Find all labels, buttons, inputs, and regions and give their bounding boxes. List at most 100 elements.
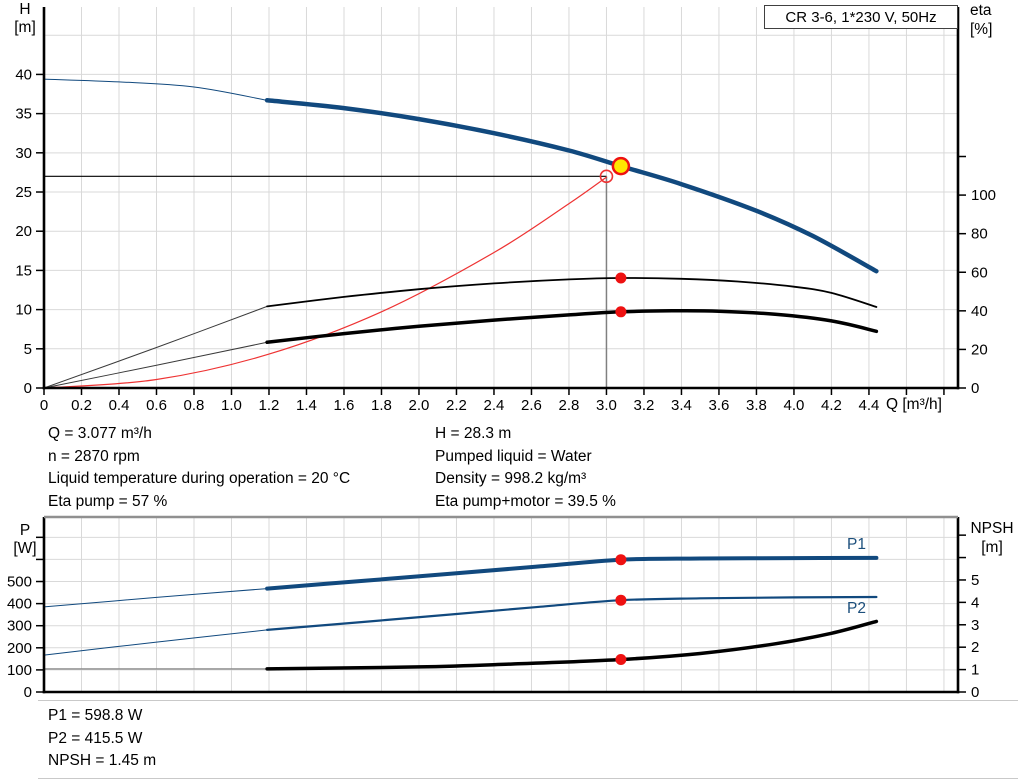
svg-text:4.0: 4.0 xyxy=(784,397,805,414)
svg-text:2: 2 xyxy=(971,639,979,656)
annotation-line: P1 = 598.8 W xyxy=(48,707,143,724)
power-npsh-chart: 0 100 200 300 400 500 0 1 2 3 4 5 xyxy=(7,515,979,701)
annotation-line: P2 = 415.5 W xyxy=(48,729,143,747)
svg-text:1.6: 1.6 xyxy=(334,397,355,414)
series-head-curve xyxy=(264,98,879,274)
svg-text:4: 4 xyxy=(971,594,979,611)
annotation-line: Density = 998.2 kg/m³ xyxy=(435,470,587,488)
npsh-axis-unit: [m] xyxy=(981,539,1003,556)
svg-text:60: 60 xyxy=(971,264,988,281)
svg-text:0.8: 0.8 xyxy=(184,397,205,414)
svg-text:0: 0 xyxy=(40,397,48,414)
annotation-line: Liquid temperature during operation = 20… xyxy=(48,470,351,488)
power-npsh-chart-axes xyxy=(42,515,960,694)
svg-text:2.4: 2.4 xyxy=(484,397,505,414)
duty-reference-lines xyxy=(44,175,608,388)
svg-text:15: 15 xyxy=(15,262,32,279)
head-efficiency-chart-ticks xyxy=(36,73,966,395)
svg-text:5: 5 xyxy=(24,341,32,358)
duty-annotations-right: H = 28.3 m Pumped liquid = Water Density… xyxy=(435,423,616,513)
separator-line xyxy=(38,700,1018,701)
pump-type-box: CR 3-6, 1*230 V, 50Hz xyxy=(764,5,958,29)
power-npsh-chart-grid xyxy=(44,517,958,692)
series-eta-pump-motor-curve xyxy=(265,308,879,345)
svg-text:100: 100 xyxy=(971,187,996,204)
series-npsh-curve xyxy=(265,619,879,671)
svg-text:1.0: 1.0 xyxy=(221,397,242,414)
marker-p2-point xyxy=(615,594,627,606)
head-efficiency-chart: 0 5 10 15 20 25 30 35 40 0 20 40 60 80 100 0 0.2 0.4 0.6 0.… xyxy=(15,7,996,414)
annotation-line: n = 2870 rpm xyxy=(48,447,140,465)
power-annotations: P1 = 598.8 W P2 = 415.5 W NPSH = 1.45 m xyxy=(48,705,156,773)
series-p2-curve-extension xyxy=(43,629,268,656)
svg-text:3.4: 3.4 xyxy=(671,397,692,414)
svg-text:200: 200 xyxy=(7,640,32,657)
annotation-line: Eta pump = 57 % xyxy=(48,492,168,510)
svg-text:400: 400 xyxy=(7,596,32,613)
svg-text:30: 30 xyxy=(15,145,32,162)
head-efficiency-chart-tick-labels: 0 5 10 15 20 25 30 35 40 0 20 40 60 80 100 0 0.2 0.4 0.6 0.… xyxy=(15,66,996,414)
series-p2-curve xyxy=(266,595,878,631)
power-npsh-chart-ticks xyxy=(36,534,966,693)
series-eta-pump-curve xyxy=(266,277,878,308)
svg-text:0: 0 xyxy=(971,380,979,397)
svg-text:2.6: 2.6 xyxy=(521,397,542,414)
svg-text:3.8: 3.8 xyxy=(746,397,767,414)
h-axis-unit: [m] xyxy=(14,19,36,36)
svg-text:500: 500 xyxy=(7,574,32,591)
svg-text:300: 300 xyxy=(7,618,32,635)
svg-text:10: 10 xyxy=(15,302,32,319)
series-eta-pump-motor-extension xyxy=(43,341,268,389)
svg-text:1.8: 1.8 xyxy=(371,397,392,414)
power-npsh-chart-tick-labels: 0 100 200 300 400 500 0 1 2 3 4 5 xyxy=(7,572,979,701)
svg-text:35: 35 xyxy=(15,106,32,123)
svg-text:0: 0 xyxy=(971,684,979,701)
svg-text:20: 20 xyxy=(971,341,988,358)
svg-text:3.2: 3.2 xyxy=(634,397,655,414)
svg-text:0: 0 xyxy=(24,380,32,397)
marker-p1-point xyxy=(615,554,627,566)
p2-curve-label: P2 xyxy=(847,600,866,617)
svg-text:5: 5 xyxy=(971,572,979,589)
marker-requested-duty-point xyxy=(599,169,614,184)
svg-text:4.4: 4.4 xyxy=(859,397,880,414)
eta-axis-unit: [%] xyxy=(970,21,993,38)
h-axis-title: H xyxy=(19,1,31,18)
svg-text:3.0: 3.0 xyxy=(596,397,617,414)
svg-text:0.6: 0.6 xyxy=(146,397,167,414)
separator-line xyxy=(38,778,1018,779)
svg-text:4.2: 4.2 xyxy=(821,397,842,414)
svg-text:2.0: 2.0 xyxy=(409,397,430,414)
svg-text:80: 80 xyxy=(971,226,988,243)
svg-text:2.2: 2.2 xyxy=(446,397,467,414)
svg-text:100: 100 xyxy=(7,662,32,679)
svg-text:2.8: 2.8 xyxy=(559,397,580,414)
series-eta-pump-extension xyxy=(43,305,268,389)
marker-eta-pump-point xyxy=(615,272,627,284)
svg-text:40: 40 xyxy=(971,303,988,320)
annotation-line: H = 28.3 m xyxy=(435,425,512,442)
annotation-line: NPSH = 1.45 m xyxy=(48,752,157,770)
series-system-curve xyxy=(43,176,608,389)
series-p1-curve-extension xyxy=(43,588,268,608)
svg-text:20: 20 xyxy=(15,223,32,240)
marker-eta-pump-motor-point xyxy=(615,306,627,318)
svg-text:1.4: 1.4 xyxy=(296,397,317,414)
series-p1-curve xyxy=(265,555,879,591)
series-head-curve-extension xyxy=(43,78,268,101)
p1-curve-label: P1 xyxy=(847,536,866,553)
duty-annotations-left: Q = 3.077 m³/h n = 2870 rpm Liquid tempe… xyxy=(48,423,350,513)
head-efficiency-chart-grid xyxy=(44,7,958,388)
svg-text:0.4: 0.4 xyxy=(109,397,130,414)
svg-text:0.2: 0.2 xyxy=(71,397,92,414)
svg-text:3: 3 xyxy=(971,617,979,634)
npsh-axis-title: NPSH xyxy=(970,520,1014,537)
marker-npsh-point xyxy=(615,654,627,666)
annotation-line: Pumped liquid = Water xyxy=(435,447,592,465)
head-efficiency-chart-axes xyxy=(42,7,960,390)
svg-text:3.6: 3.6 xyxy=(709,397,730,414)
svg-text:1.2: 1.2 xyxy=(259,397,280,414)
svg-text:25: 25 xyxy=(15,184,32,201)
